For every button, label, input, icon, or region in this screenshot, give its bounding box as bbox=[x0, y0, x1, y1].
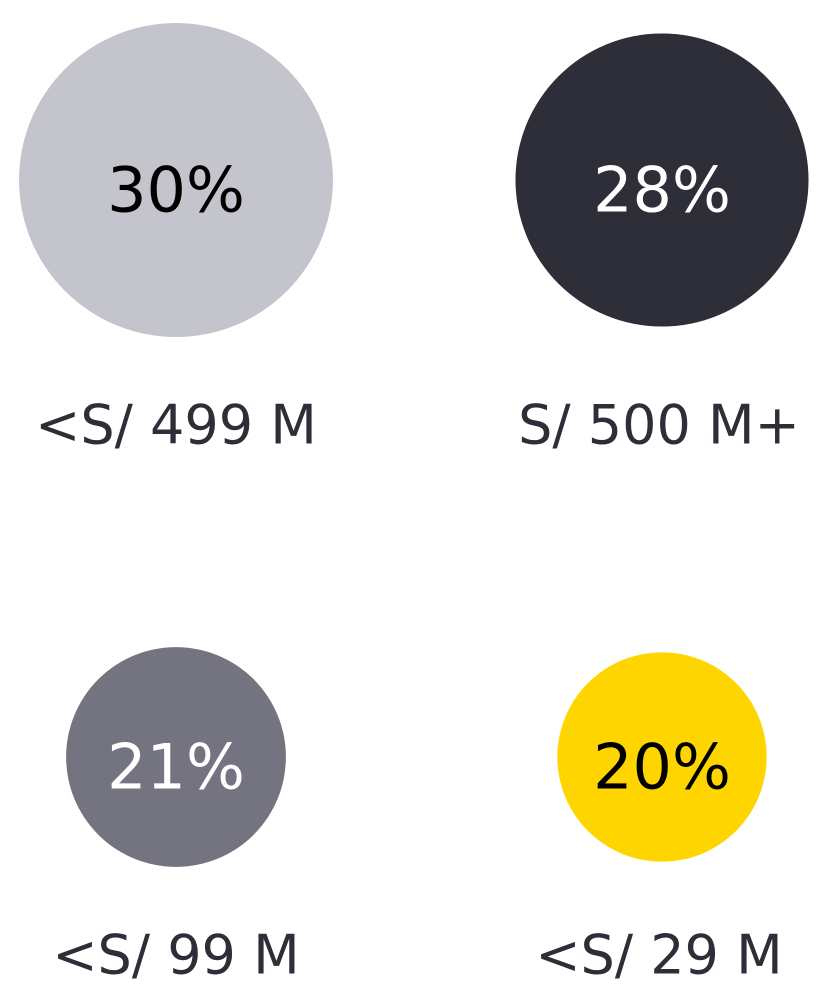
bubble bbox=[557, 652, 767, 862]
bubble bbox=[515, 33, 809, 327]
category-label: <S/ 99 M bbox=[52, 924, 299, 983]
bubble bbox=[66, 647, 286, 867]
value-label: 30% bbox=[107, 154, 245, 227]
bubble bbox=[19, 23, 333, 337]
value-label: 21% bbox=[107, 731, 245, 804]
value-label: 20% bbox=[593, 731, 731, 804]
category-label: S/ 500 M+ bbox=[518, 394, 800, 457]
category-label: <S/ 29 M bbox=[535, 924, 782, 983]
value-label: 28% bbox=[593, 154, 731, 227]
category-label: <S/ 499 M bbox=[35, 394, 317, 457]
